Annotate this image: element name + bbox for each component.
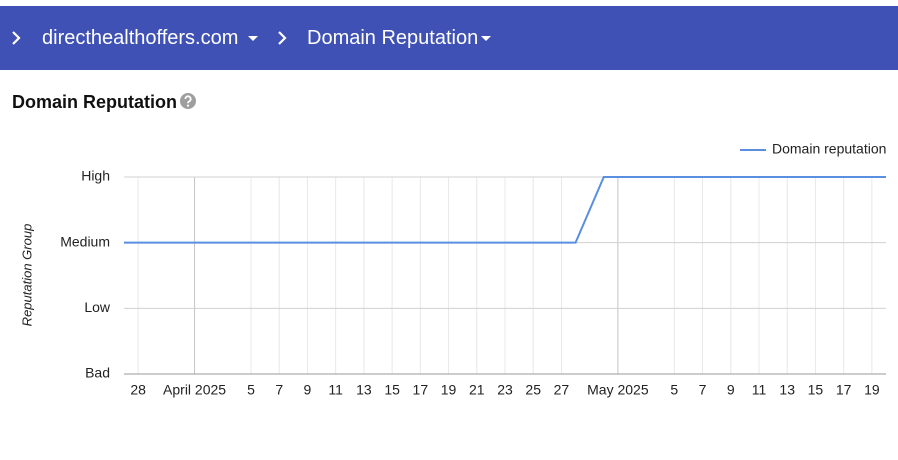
y-tick-label: Bad <box>85 365 110 381</box>
x-tick-label: 11 <box>328 382 343 398</box>
chevron-icon <box>278 31 287 45</box>
breadcrumb-site[interactable]: directhealthoffers.com <box>42 27 239 49</box>
chevron-icon <box>12 31 21 45</box>
x-tick-label: 9 <box>304 382 312 398</box>
help-icon[interactable] <box>179 92 197 110</box>
x-tick-label: 17 <box>413 382 429 398</box>
x-tick-label: 23 <box>497 382 513 398</box>
x-tick-label: 17 <box>836 382 852 398</box>
x-tick-label: 15 <box>384 382 400 398</box>
x-tick-label: 13 <box>779 382 795 398</box>
caret-icon[interactable] <box>248 36 258 42</box>
x-tick-label: 11 <box>752 382 767 398</box>
data-line <box>124 176 886 244</box>
x-tick-label: April 2025 <box>163 382 226 398</box>
x-tick-label: 7 <box>275 382 283 398</box>
x-tick-label: 7 <box>699 382 707 398</box>
x-tick-label: 28 <box>130 382 146 398</box>
page-title: Domain Reputation <box>12 92 197 113</box>
x-tick-label: 13 <box>356 382 372 398</box>
caret-icon[interactable] <box>481 36 491 42</box>
x-tick-label: May 2025 <box>587 382 649 398</box>
y-tick-label: Medium <box>60 233 110 249</box>
x-tick-label: 19 <box>441 382 457 398</box>
top-bar: directhealthoffers.com Domain Reputation <box>0 6 898 70</box>
y-tick-label: Low <box>84 299 111 315</box>
x-tick-label: 5 <box>670 382 678 398</box>
y-axis-label: Reputation Group <box>19 224 34 327</box>
grid <box>124 176 886 375</box>
x-tick-label: 15 <box>808 382 824 398</box>
x-tick-label: 5 <box>247 382 255 398</box>
x-tick-label: 25 <box>525 382 541 398</box>
page-title-text: Domain Reputation <box>12 92 177 112</box>
x-tick-label: 9 <box>727 382 735 398</box>
x-tick-label: 19 <box>864 382 880 398</box>
breadcrumb-page[interactable]: Domain Reputation <box>307 27 479 49</box>
x-tick-label: 27 <box>554 382 570 398</box>
x-tick-label: 21 <box>469 382 485 398</box>
legend-label: Domain reputation <box>772 141 886 157</box>
y-tick-label: High <box>81 168 110 184</box>
